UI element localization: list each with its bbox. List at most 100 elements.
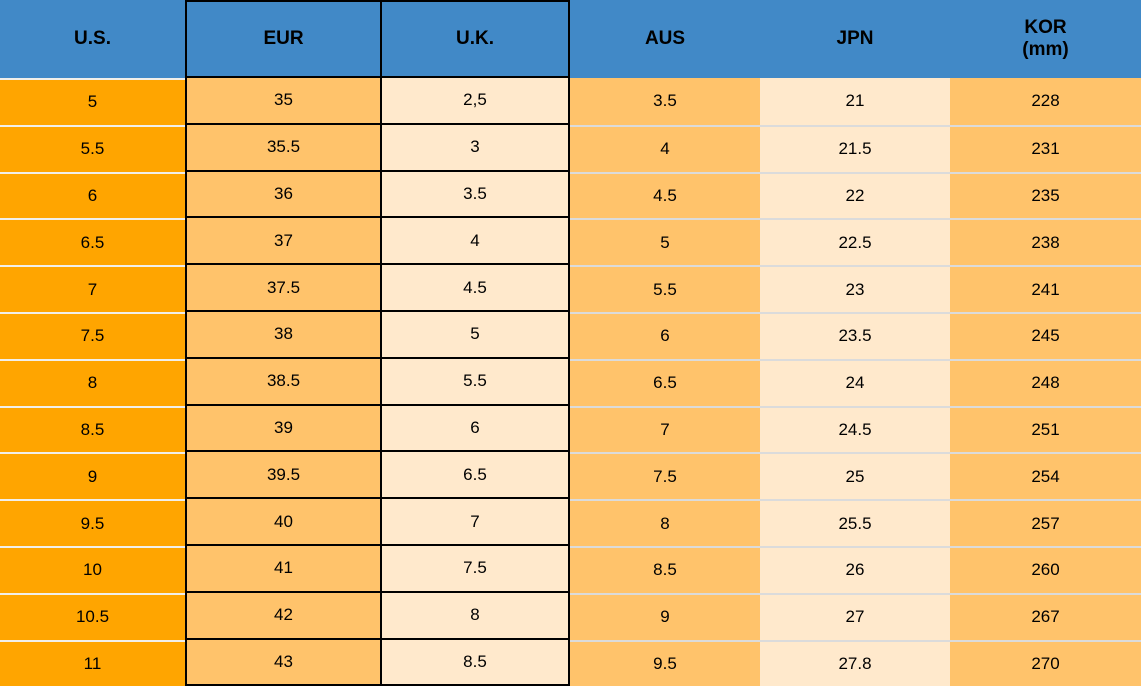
cell-us: 8.5 [0, 405, 185, 453]
cell-aus: 5.5 [570, 265, 760, 312]
table-row: 8.5 39 6 7 24.5 251 [0, 405, 1141, 453]
cell-aus: 9.5 [570, 639, 760, 686]
table-row: 9 39.5 6.5 7.5 25 254 [0, 452, 1141, 500]
cell-aus: 7.5 [570, 452, 760, 500]
column-header-label: EUR [263, 28, 304, 49]
cell-kor: 270 [950, 639, 1141, 686]
header-row: U.S. EUR U.K. AUS JPN KOR (mm) [0, 0, 1141, 78]
cell-kor: 231 [950, 124, 1141, 172]
table-row: 5 35 2,5 3.5 21 228 [0, 78, 1141, 125]
cell-kor: 228 [950, 78, 1141, 125]
cell-uk: 2,5 [380, 78, 570, 125]
table-row: 6 36 3.5 4.5 22 235 [0, 171, 1141, 219]
cell-uk: 6 [380, 405, 570, 453]
cell-eur: 42 [185, 592, 380, 640]
cell-aus: 8.5 [570, 545, 760, 593]
table-row: 5.5 35.5 3 4 21.5 231 [0, 124, 1141, 172]
cell-aus: 7 [570, 405, 760, 453]
column-header-sublabel: (mm) [1022, 39, 1069, 60]
cell-eur: 35 [185, 78, 380, 125]
column-header-kor: KOR (mm) [950, 0, 1141, 78]
cell-eur: 35.5 [185, 124, 380, 172]
column-header-label: KOR [1024, 17, 1067, 38]
cell-kor: 254 [950, 452, 1141, 500]
column-header-us: U.S. [0, 0, 185, 78]
table-row: 8 38.5 5.5 6.5 24 248 [0, 358, 1141, 406]
cell-eur: 41 [185, 545, 380, 593]
cell-eur: 37 [185, 218, 380, 266]
column-header-jpn: JPN [760, 0, 950, 78]
table-row: 10.5 42 8 9 27 267 [0, 592, 1141, 640]
table-row: 6.5 37 4 5 22.5 238 [0, 218, 1141, 266]
cell-uk: 3.5 [380, 171, 570, 219]
cell-eur: 40 [185, 499, 380, 546]
cell-eur: 38 [185, 311, 380, 359]
cell-us: 6.5 [0, 218, 185, 266]
cell-us: 6 [0, 171, 185, 219]
cell-kor: 248 [950, 358, 1141, 406]
cell-uk: 3 [380, 124, 570, 172]
cell-kor: 260 [950, 545, 1141, 593]
cell-uk: 4 [380, 218, 570, 266]
cell-jpn: 25.5 [760, 499, 950, 546]
cell-aus: 4.5 [570, 171, 760, 219]
cell-uk: 5 [380, 311, 570, 359]
cell-us: 10 [0, 545, 185, 593]
cell-aus: 6.5 [570, 358, 760, 406]
table-header: U.S. EUR U.K. AUS JPN KOR (mm) [0, 0, 1141, 78]
cell-us: 9.5 [0, 499, 185, 546]
cell-jpn: 25 [760, 452, 950, 500]
cell-jpn: 24.5 [760, 405, 950, 453]
column-header-label: JPN [836, 28, 874, 49]
cell-kor: 267 [950, 592, 1141, 640]
cell-jpn: 24 [760, 358, 950, 406]
cell-uk: 7.5 [380, 545, 570, 593]
cell-kor: 238 [950, 218, 1141, 266]
cell-uk: 4.5 [380, 265, 570, 312]
table-row: 7.5 38 5 6 23.5 245 [0, 311, 1141, 359]
cell-kor: 235 [950, 171, 1141, 219]
table-row: 11 43 8.5 9.5 27.8 270 [0, 639, 1141, 686]
cell-eur: 43 [185, 639, 380, 686]
cell-eur: 38.5 [185, 358, 380, 406]
cell-jpn: 23.5 [760, 311, 950, 359]
cell-aus: 8 [570, 499, 760, 546]
cell-jpn: 27.8 [760, 639, 950, 686]
table-body: 5 35 2,5 3.5 21 228 5.5 35.5 3 4 21.5 231 6 36 3.5 4.5 2… [0, 78, 1141, 686]
cell-jpn: 23 [760, 265, 950, 312]
cell-us: 9 [0, 452, 185, 500]
cell-us: 7.5 [0, 311, 185, 359]
column-header-aus: AUS [570, 0, 760, 78]
cell-uk: 5.5 [380, 358, 570, 406]
cell-kor: 257 [950, 499, 1141, 546]
cell-jpn: 21.5 [760, 124, 950, 172]
cell-aus: 3.5 [570, 78, 760, 125]
table-row: 10 41 7.5 8.5 26 260 [0, 545, 1141, 593]
cell-us: 8 [0, 358, 185, 406]
cell-aus: 9 [570, 592, 760, 640]
cell-aus: 4 [570, 124, 760, 172]
cell-aus: 5 [570, 218, 760, 266]
cell-eur: 37.5 [185, 265, 380, 312]
cell-kor: 241 [950, 265, 1141, 312]
cell-jpn: 21 [760, 78, 950, 125]
cell-uk: 8.5 [380, 639, 570, 686]
cell-eur: 39 [185, 405, 380, 453]
cell-eur: 36 [185, 171, 380, 219]
cell-eur: 39.5 [185, 452, 380, 500]
cell-us: 11 [0, 639, 185, 686]
cell-us: 5 [0, 78, 185, 125]
cell-jpn: 26 [760, 545, 950, 593]
column-header-label: U.S. [74, 28, 111, 49]
column-header-label: AUS [644, 28, 686, 49]
cell-aus: 6 [570, 311, 760, 359]
cell-us: 7 [0, 265, 185, 312]
cell-kor: 251 [950, 405, 1141, 453]
cell-uk: 7 [380, 499, 570, 546]
cell-uk: 6.5 [380, 452, 570, 500]
table-row: 9.5 40 7 8 25.5 257 [0, 499, 1141, 546]
column-header-uk: U.K. [380, 0, 570, 78]
cell-jpn: 22.5 [760, 218, 950, 266]
cell-jpn: 27 [760, 592, 950, 640]
